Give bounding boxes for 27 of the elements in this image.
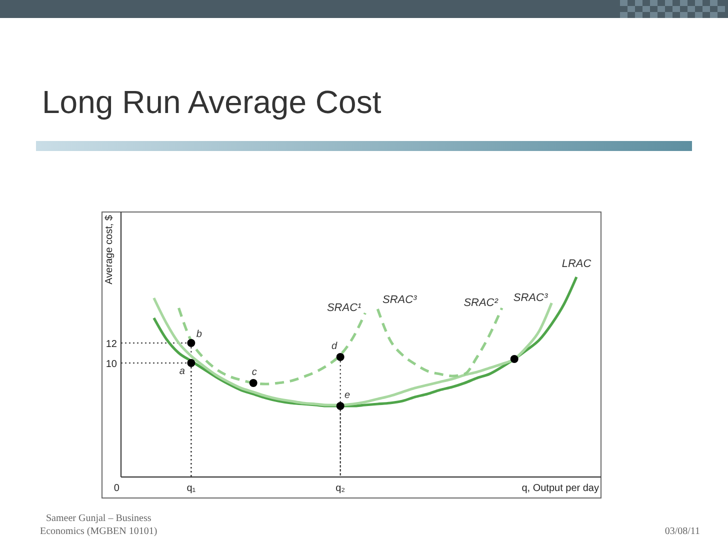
annotation: a [179,366,186,377]
annotation: SRAC³ [382,294,418,306]
point [336,353,344,361]
series-label: SRAC¹ [326,302,362,314]
x-tick-label: 0 [114,483,120,494]
point [336,402,344,410]
point [510,355,518,363]
y-tick-label: 12 [106,339,118,350]
point [187,339,196,347]
text: 03/08/11 [664,526,700,537]
text: Sameer Gunjal – Business Economics (MGBEN 10101) [40,513,158,537]
x-axis-title: q, Output per day [522,483,599,494]
series-label: SRAC² [464,297,498,309]
annotation: b [196,329,202,340]
annotation: c [252,367,257,378]
series-label: LRAC [562,258,592,270]
x-tick-label: q₁ [186,483,196,494]
point [187,359,196,367]
annotation: d [332,341,338,352]
line-series [376,306,504,378]
x-tick-label: q₂ [336,483,346,494]
y-axis-title: Average cost, $ [104,214,115,284]
y-tick-label: 10 [106,359,118,370]
point [249,379,258,387]
series-label: SRAC³ [513,292,548,304]
annotation: e [344,390,351,401]
chart-title: Long Run Average Cost [42,84,382,120]
